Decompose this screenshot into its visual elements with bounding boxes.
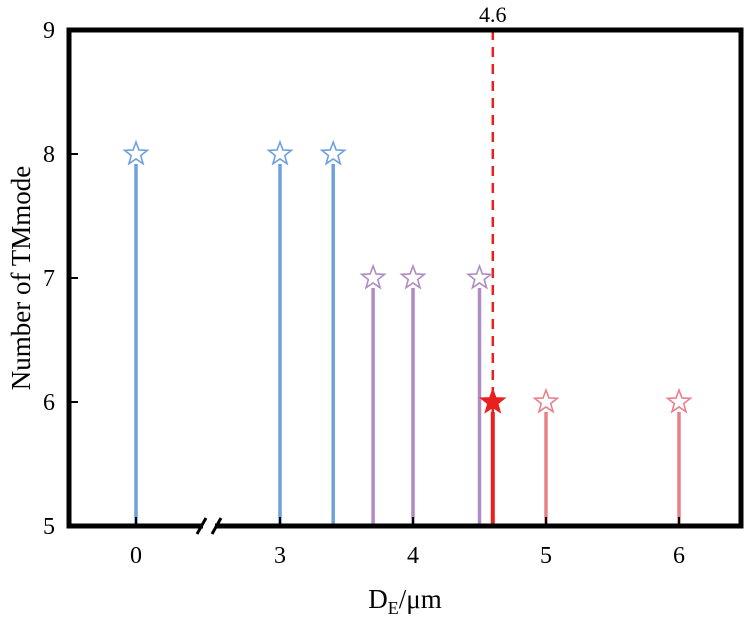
star-marker-7	[532, 387, 560, 414]
axis-break-mark-right	[210, 517, 223, 535]
star-marker-filled-6	[479, 387, 507, 414]
y-tick-label-3: 8	[43, 142, 55, 168]
x-tick-label-2: 4	[407, 543, 419, 569]
x-tick-label-0: 0	[130, 543, 142, 569]
y-axis-label: Number of TMmode	[6, 166, 36, 390]
star-marker-2	[319, 139, 347, 166]
axis-break-gap	[203, 520, 215, 532]
x-axis-label-suffix: /μm	[399, 584, 442, 614]
star-marker-8	[665, 387, 693, 414]
star-marker-3	[359, 263, 387, 290]
star-marker-4	[399, 263, 427, 290]
y-tick-label-4: 9	[43, 18, 55, 44]
star-marker-1	[266, 139, 294, 166]
reference-line-label: 4.6	[479, 2, 507, 27]
star-marker-0	[122, 139, 150, 166]
axis-break-mark-left	[195, 517, 208, 535]
x-tick-label-1: 3	[274, 543, 286, 569]
y-tick-label-0: 5	[43, 514, 55, 540]
axis-layer: 4.6 5 6 7 8 9 0 3 4 5 6	[43, 2, 685, 569]
x-tick-label-3: 5	[540, 543, 552, 569]
x-tick-label-4: 6	[673, 543, 685, 569]
y-tick-label-1: 6	[43, 390, 55, 416]
y-tick-label-2: 7	[43, 266, 55, 292]
x-axis-label-main: D	[368, 584, 388, 614]
x-axis-label-subscript: E	[388, 598, 399, 618]
x-axis-label: DE/μm	[368, 584, 441, 618]
plot-layer	[122, 30, 693, 526]
star-marker-5	[465, 263, 494, 290]
